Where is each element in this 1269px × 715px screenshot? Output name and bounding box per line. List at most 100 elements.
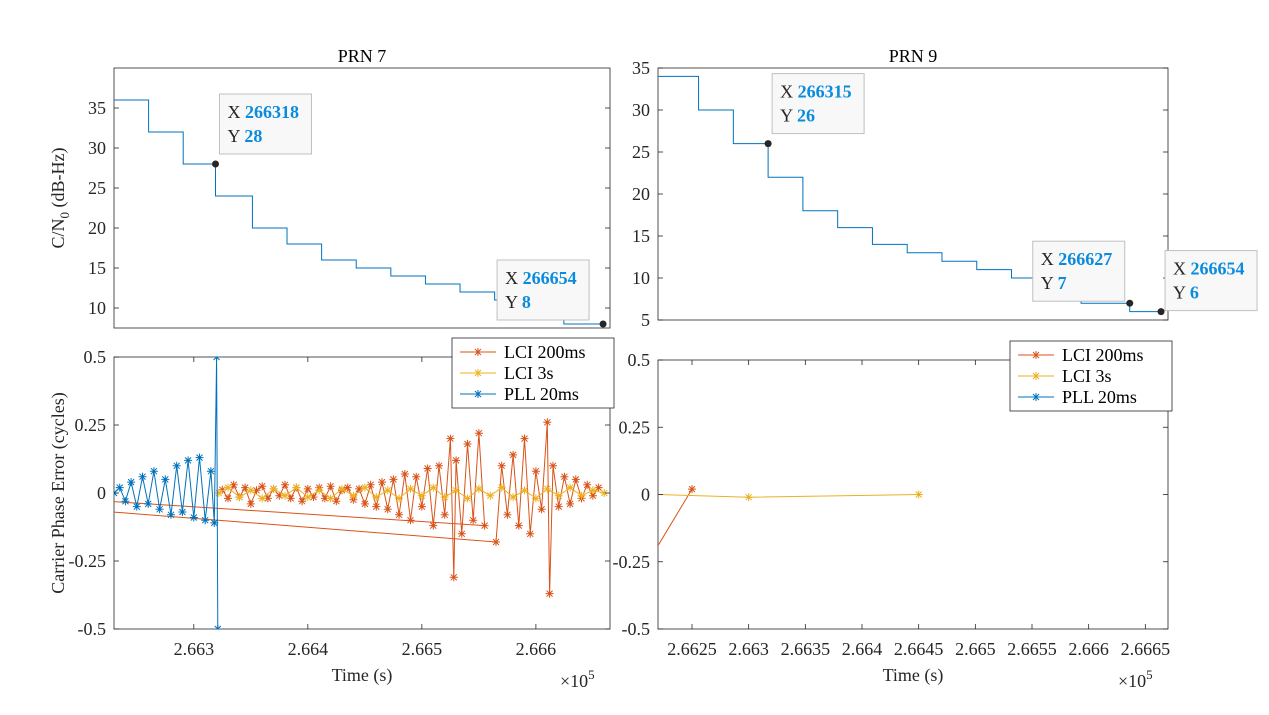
x-tick-label: 2.6645 [894,639,944,659]
series-marker [554,502,563,511]
datatip-x-row: X 266318 [228,102,299,122]
asterisk-icon [372,493,381,502]
asterisk-icon [429,521,438,530]
legend-item: PLL 20ms [1018,387,1137,407]
series-marker [360,499,369,508]
series-marker [469,516,478,525]
asterisk-icon [206,467,215,476]
asterisk-icon [449,573,458,582]
series-marker [566,483,575,492]
y-tick-label: 10 [88,298,106,318]
series-marker [206,467,215,476]
asterisk-icon [210,518,219,527]
x-tick-label: 2.666 [1068,639,1109,659]
datatip-x-label: X [780,82,798,102]
asterisk-icon [744,493,753,502]
series-marker [343,483,352,492]
asterisk-icon [452,456,461,465]
series-marker [497,461,506,470]
series-marker [395,510,404,519]
asterisk-icon [201,516,210,525]
series-marker [577,491,586,500]
series-marker [252,486,261,495]
asterisk-icon [309,493,318,502]
asterisk-icon [360,483,369,492]
series-marker [545,589,554,598]
series-marker [224,483,232,492]
series-marker [543,484,552,493]
series-marker [435,461,443,470]
y-tick-label: 0 [97,483,106,503]
asterisk-icon [474,348,482,356]
asterisk-icon [258,482,267,491]
series-marker [372,502,381,511]
series-marker [241,483,250,492]
datatip-y-row: Y 8 [505,292,531,312]
asterisk-icon [600,489,609,497]
asterisk-icon [486,491,495,500]
series-marker [417,491,426,500]
asterisk-icon [326,494,335,503]
asterisk-icon [214,489,223,497]
asterisk-icon [378,478,386,487]
asterisk-icon [275,491,284,500]
y-axis-label: Carrier Phase Error (cycles) [48,392,69,593]
series-marker [526,529,535,538]
asterisk-icon [400,470,409,478]
plot-area [87,485,923,547]
series-marker [355,484,364,493]
y-tick-label: 25 [88,178,106,198]
legend-item: PLL 20ms [460,384,579,404]
series-marker [224,494,232,503]
asterisk-icon [1032,372,1040,380]
y-axis-label-main: C/N [48,218,68,248]
x-tick-label: 2.6655 [1007,639,1057,659]
datatip-y-value: 7 [1058,273,1067,293]
datatip-x-row: X 266654 [1173,259,1245,279]
x-exponent-power: 5 [1146,667,1153,682]
asterisk-icon [246,499,255,508]
series-marker [349,491,358,500]
y-tick-label: 20 [88,218,106,238]
asterisk-icon [389,475,398,484]
legend-item: LCI 3s [1018,366,1112,386]
asterisk-icon [167,510,175,519]
x-tick-label: 2.665 [955,639,996,659]
datatip-y-value: 6 [1190,283,1199,303]
series-marker [440,493,449,502]
series-marker [214,489,223,497]
x-axis-label: Time (s) [883,665,944,686]
series-marker [218,485,227,494]
series-marker [121,497,130,506]
asterisk-icon [531,467,540,476]
asterisk-icon [298,497,307,506]
datatip-marker [1126,299,1134,307]
y-tick-label: 15 [632,226,650,246]
series-marker [531,467,540,476]
x-tick-label: 2.665 [402,639,443,659]
series-marker [463,494,472,503]
y-tick-label: -0.5 [622,619,651,639]
y-tick-label: 0.25 [619,417,651,437]
series-marker [449,573,458,582]
series-marker [440,510,449,519]
datatip-box [771,73,865,135]
x-exponent: ×105 [1118,667,1153,691]
x-tick-label: 2.666 [516,639,557,659]
asterisk-icon [469,516,478,525]
asterisk-icon [588,491,597,500]
series-marker [281,491,289,500]
asterisk-icon [372,502,381,511]
series-marker [486,491,495,500]
series-marker [457,529,466,538]
x-exponent-power: 5 [588,667,595,682]
series-marker [87,499,95,507]
series-marker [269,484,278,493]
asterisk-icon [326,482,335,491]
series-marker [474,484,483,493]
asterisk-icon [281,480,289,489]
series-marker [395,494,404,503]
series-marker [315,486,324,495]
asterisk-icon [571,475,580,484]
datatip-marker [1157,308,1165,316]
